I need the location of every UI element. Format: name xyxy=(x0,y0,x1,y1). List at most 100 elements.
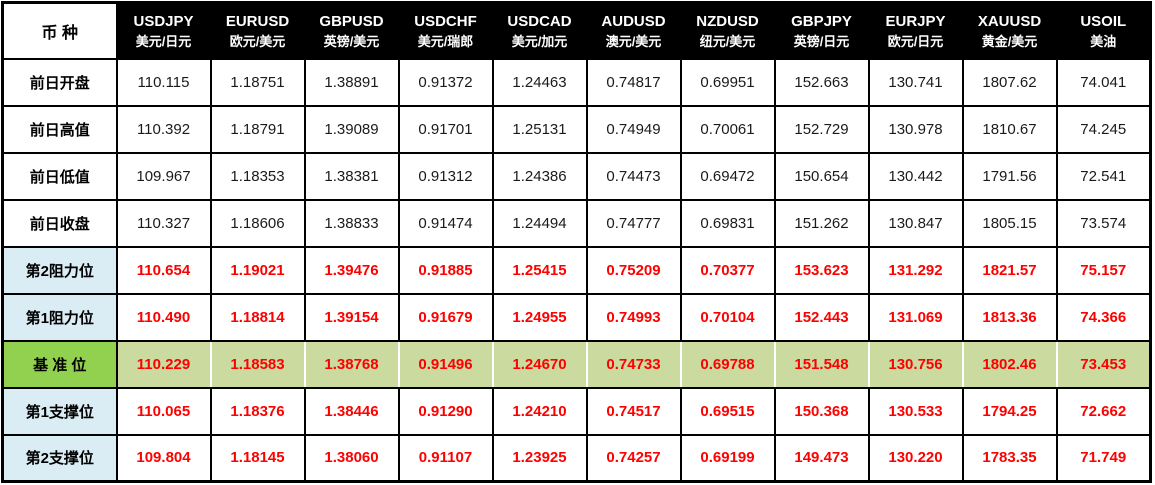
row-label: 基 准 位 xyxy=(1,339,118,389)
pair-name-cn: 澳元/美元 xyxy=(605,34,662,50)
value-cell: 1.38833 xyxy=(303,198,400,248)
value-cell: 0.91372 xyxy=(397,57,494,107)
value-cell: 74.041 xyxy=(1055,57,1152,107)
value-cell: 109.804 xyxy=(115,433,212,483)
value-cell: 130.533 xyxy=(867,386,964,436)
value-cell: 150.654 xyxy=(773,151,870,201)
value-cell: 1.38060 xyxy=(303,433,400,483)
table-row: 前日低值 109.967 1.18353 1.38381 0.91312 1.24386 0… xyxy=(1,151,1152,201)
value-cell: 1.18145 xyxy=(209,433,306,483)
value-cell: 0.91885 xyxy=(397,245,494,295)
value-cell: 1.18353 xyxy=(209,151,306,201)
value-cell: 110.327 xyxy=(115,198,212,248)
corner-label: 币 种 xyxy=(1,1,118,60)
pair-name-cn: 英镑/日元 xyxy=(793,34,850,50)
value-cell: 110.392 xyxy=(115,104,212,154)
pair-code: GBPUSD xyxy=(319,13,384,31)
value-cell: 110.654 xyxy=(115,245,212,295)
pair-name-cn: 英镑/美元 xyxy=(323,34,380,50)
pair-code: USDJPY xyxy=(133,13,194,31)
row-label: 前日收盘 xyxy=(1,198,118,248)
value-cell: 73.574 xyxy=(1055,198,1152,248)
column-header-EURJPY: EURJPY 欧元/日元 xyxy=(867,1,964,60)
value-cell: 0.69788 xyxy=(679,339,776,389)
value-cell: 1.38381 xyxy=(303,151,400,201)
pair-name-cn: 美元/日元 xyxy=(135,34,192,50)
table-header: 币 种 USDJPY 美元/日元 EURUSD 欧元/美元 GBPUSD 英镑/美元 USD… xyxy=(1,1,1152,60)
value-cell: 131.292 xyxy=(867,245,964,295)
pair-name-cn: 欧元/美元 xyxy=(229,34,286,50)
value-cell: 110.065 xyxy=(115,386,212,436)
pair-code: USDCHF xyxy=(414,13,477,31)
row-label: 第2阻力位 xyxy=(1,245,118,295)
value-cell: 0.74257 xyxy=(585,433,682,483)
value-cell: 1.25415 xyxy=(491,245,588,295)
column-header-EURUSD: EURUSD 欧元/美元 xyxy=(209,1,306,60)
column-header-USDCAD: USDCAD 美元/加元 xyxy=(491,1,588,60)
value-cell: 72.541 xyxy=(1055,151,1152,201)
value-cell: 151.548 xyxy=(773,339,870,389)
pair-code: EURJPY xyxy=(885,13,946,31)
value-cell: 1.39476 xyxy=(303,245,400,295)
value-cell: 1810.67 xyxy=(961,104,1058,154)
value-cell: 1807.62 xyxy=(961,57,1058,107)
value-cell: 0.69199 xyxy=(679,433,776,483)
value-cell: 130.741 xyxy=(867,57,964,107)
value-cell: 1.18751 xyxy=(209,57,306,107)
column-header-GBPUSD: GBPUSD 英镑/美元 xyxy=(303,1,400,60)
pair-code: USDCAD xyxy=(507,13,572,31)
value-cell: 1.38446 xyxy=(303,386,400,436)
value-cell: 74.245 xyxy=(1055,104,1152,154)
value-cell: 0.70377 xyxy=(679,245,776,295)
row-label: 第1阻力位 xyxy=(1,292,118,342)
pair-code: EURUSD xyxy=(225,13,290,31)
value-cell: 1.18814 xyxy=(209,292,306,342)
row-label: 第1支撑位 xyxy=(1,386,118,436)
value-cell: 1.39154 xyxy=(303,292,400,342)
table-row: 第2阻力位 110.654 1.19021 1.39476 0.91885 1.25415… xyxy=(1,245,1152,295)
value-cell: 1.18791 xyxy=(209,104,306,154)
value-cell: 1794.25 xyxy=(961,386,1058,436)
value-cell: 1.18606 xyxy=(209,198,306,248)
row-label: 前日低值 xyxy=(1,151,118,201)
value-cell: 110.115 xyxy=(115,57,212,107)
pair-code: GBPJPY xyxy=(791,13,852,31)
column-header-USDJPY: USDJPY 美元/日元 xyxy=(115,1,212,60)
value-cell: 1.24494 xyxy=(491,198,588,248)
row-label: 前日高值 xyxy=(1,104,118,154)
value-cell: 1.39089 xyxy=(303,104,400,154)
value-cell: 0.69831 xyxy=(679,198,776,248)
value-cell: 0.74517 xyxy=(585,386,682,436)
value-cell: 1.23925 xyxy=(491,433,588,483)
value-cell: 1.19021 xyxy=(209,245,306,295)
table-row: 前日高值 110.392 1.18791 1.39089 0.91701 1.25131 0… xyxy=(1,104,1152,154)
value-cell: 1.38891 xyxy=(303,57,400,107)
table-row: 前日开盘 110.115 1.18751 1.38891 0.91372 1.24463 0… xyxy=(1,57,1152,107)
table-row: 前日收盘 110.327 1.18606 1.38833 0.91474 1.24494 0… xyxy=(1,198,1152,248)
value-cell: 0.74993 xyxy=(585,292,682,342)
value-cell: 0.91474 xyxy=(397,198,494,248)
table-row: 第1支撑位 110.065 1.18376 1.38446 0.91290 1.24210… xyxy=(1,386,1152,436)
value-cell: 152.729 xyxy=(773,104,870,154)
value-cell: 0.74777 xyxy=(585,198,682,248)
value-cell: 1805.15 xyxy=(961,198,1058,248)
value-cell: 0.74473 xyxy=(585,151,682,201)
value-cell: 110.490 xyxy=(115,292,212,342)
value-cell: 149.473 xyxy=(773,433,870,483)
value-cell: 0.69472 xyxy=(679,151,776,201)
value-cell: 0.91312 xyxy=(397,151,494,201)
value-cell: 1.24210 xyxy=(491,386,588,436)
value-cell: 151.262 xyxy=(773,198,870,248)
value-cell: 1.38768 xyxy=(303,339,400,389)
value-cell: 1821.57 xyxy=(961,245,1058,295)
row-label: 第2支撑位 xyxy=(1,433,118,483)
column-header-AUDUSD: AUDUSD 澳元/美元 xyxy=(585,1,682,60)
value-cell: 130.847 xyxy=(867,198,964,248)
row-label: 前日开盘 xyxy=(1,57,118,107)
pair-code: USOIL xyxy=(1080,13,1127,31)
value-cell: 1.24670 xyxy=(491,339,588,389)
column-header-NZDUSD: NZDUSD 纽元/美元 xyxy=(679,1,776,60)
value-cell: 130.978 xyxy=(867,104,964,154)
value-cell: 0.69951 xyxy=(679,57,776,107)
